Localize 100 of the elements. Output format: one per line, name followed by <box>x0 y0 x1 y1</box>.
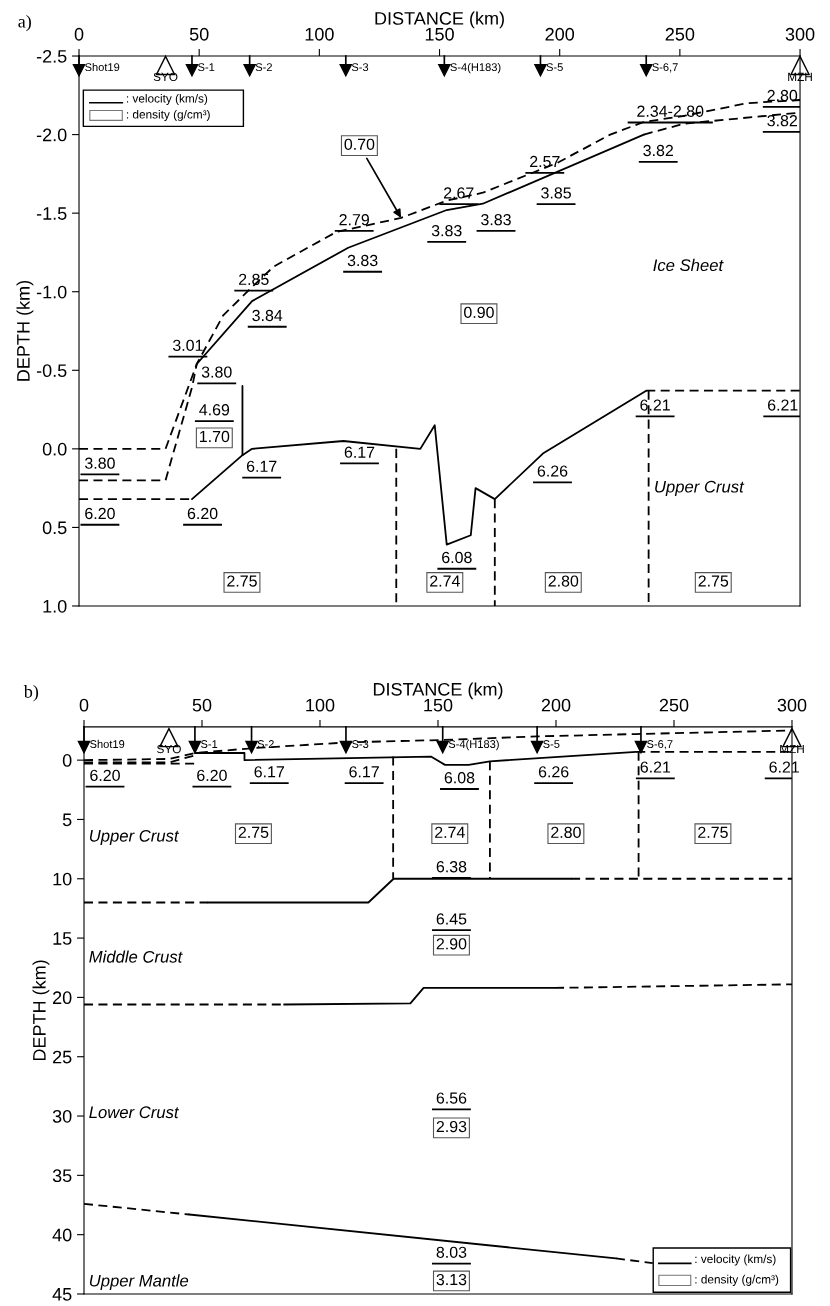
x-tick-label: 300 <box>785 27 815 41</box>
annotation: 2.67 <box>444 187 474 199</box>
annotation: Ice Sheet <box>653 258 724 272</box>
annotation: S-3 <box>352 740 369 748</box>
chart-title: b) <box>23 685 39 702</box>
annotation: 1.70 <box>200 430 230 443</box>
annotation: 2.79 <box>339 213 369 226</box>
annotation: 2.85 <box>239 273 269 286</box>
annotation: 3.80 <box>84 457 115 469</box>
annotation: 2.57 <box>530 155 560 168</box>
annotation: 2.75 <box>698 826 728 838</box>
annotation: 2.75 <box>698 575 729 587</box>
x-tick-label: 100 <box>306 698 335 712</box>
annotation: 2.93 <box>436 1120 467 1133</box>
y-tick-label: -2.0 <box>36 128 67 142</box>
x-tick-label: 50 <box>189 27 209 41</box>
annotation: 6.20 <box>90 769 120 782</box>
annotation: : density (g/cm³) <box>126 109 210 121</box>
y-tick-label: 40 <box>52 1228 72 1242</box>
annotation: 3.13 <box>436 1273 467 1286</box>
annotation: 3.01 <box>172 339 203 352</box>
annotation: : velocity (km/s) <box>126 93 208 105</box>
x-tick-label: 0 <box>74 27 84 41</box>
y-tick-label: 30 <box>52 1109 72 1123</box>
annotation: 6.17 <box>254 766 284 778</box>
annotation: S-6,7 <box>647 740 673 750</box>
annotation: 6.21 <box>640 399 670 411</box>
annotation: S-4(H183) <box>450 62 501 74</box>
annotation: 6.56 <box>436 1092 467 1104</box>
annotation: 3.83 <box>431 224 462 237</box>
y-tick-label: 0.0 <box>42 442 67 456</box>
y-tick-label: 15 <box>53 932 72 945</box>
annotation: S-1 <box>198 63 215 72</box>
annotation: 2.34-2.80 <box>637 105 704 117</box>
annotation: 6.20 <box>85 507 115 520</box>
x-tick-label: 200 <box>545 27 575 41</box>
annotation: 6.21 <box>768 399 798 411</box>
annotation: : velocity (km/s) <box>695 1254 776 1266</box>
y-tick-label: 0.5 <box>42 521 67 535</box>
annotation: S-2 <box>255 63 272 72</box>
annotation: 6.20 <box>197 769 227 782</box>
x-tick-label: 50 <box>192 698 212 712</box>
x-tick-label: 0 <box>79 698 89 712</box>
x-tick-label: 250 <box>665 27 695 41</box>
x-axis-title: DISTANCE (km) <box>373 682 503 700</box>
annotation: 2.80 <box>551 826 581 838</box>
y-tick-label: -0.5 <box>36 364 67 378</box>
annotation: 2.74 <box>435 826 465 838</box>
x-tick-label: 300 <box>777 698 807 712</box>
x-tick-label: 200 <box>541 698 571 712</box>
annotation: 2.74 <box>430 575 460 587</box>
annotation: S-4(H183) <box>448 739 499 751</box>
annotation: 3.83 <box>481 213 511 226</box>
annotation: 6.20 <box>187 507 218 520</box>
y-tick-label: 20 <box>53 991 72 1005</box>
annotation: 6.26 <box>538 766 569 778</box>
annotation: 6.45 <box>436 913 467 925</box>
annotation: Shot19 <box>90 739 125 748</box>
y-tick-label: -1.0 <box>36 285 67 299</box>
annotation: Shot19 <box>85 62 120 72</box>
chart-title: a) <box>18 14 31 32</box>
y-tick-label: 25 <box>53 1050 72 1064</box>
y-tick-label: -2.5 <box>36 49 67 63</box>
y-tick-label: 10 <box>53 872 72 886</box>
annotation: 6.21 <box>640 761 671 773</box>
annotation: Upper Mantle <box>89 1274 189 1290</box>
x-tick-label: 100 <box>305 27 334 41</box>
y-axis-title: DEPTH (km) <box>32 960 50 1061</box>
annotation: S-6,7 <box>652 63 678 73</box>
annotation: 0.90 <box>464 306 494 319</box>
annotation: 6.17 <box>349 766 379 778</box>
x-tick-label: 150 <box>424 698 453 712</box>
annotation: S-5 <box>543 740 560 748</box>
annotation: 6.08 <box>444 772 475 784</box>
annotation: 3.80 <box>201 366 232 378</box>
annotation: 2.75 <box>238 826 269 838</box>
annotation: Middle Crust <box>89 950 183 963</box>
y-tick-label: 5 <box>62 813 72 827</box>
y-tick-label: 35 <box>52 1169 72 1183</box>
annotation: 2.75 <box>227 575 257 587</box>
annotation: 6.17 <box>246 460 277 472</box>
annotation: 3.82 <box>643 144 673 157</box>
annotation: 2.80 <box>767 89 798 102</box>
annotation: : density (g/cm³) <box>695 1274 779 1286</box>
annotation: 2.80 <box>548 575 579 587</box>
annotation: 8.03 <box>436 1246 467 1258</box>
annotation: 6.08 <box>442 551 472 564</box>
annotation: 3.84 <box>252 309 283 322</box>
x-tick-label: 150 <box>425 27 454 41</box>
annotation: Upper Crust <box>89 829 180 846</box>
annotation: 2.90 <box>436 938 467 950</box>
annotation: S-5 <box>546 63 563 72</box>
y-tick-label: 1.0 <box>43 599 67 613</box>
annotation: 3.85 <box>541 187 571 199</box>
annotation: 4.69 <box>199 404 230 416</box>
x-tick-label: 250 <box>659 698 689 712</box>
annotation: S-3 <box>351 63 369 72</box>
y-tick-label: 0 <box>62 754 72 767</box>
annotation: 6.26 <box>537 465 568 477</box>
annotation: 6.17 <box>344 446 375 458</box>
